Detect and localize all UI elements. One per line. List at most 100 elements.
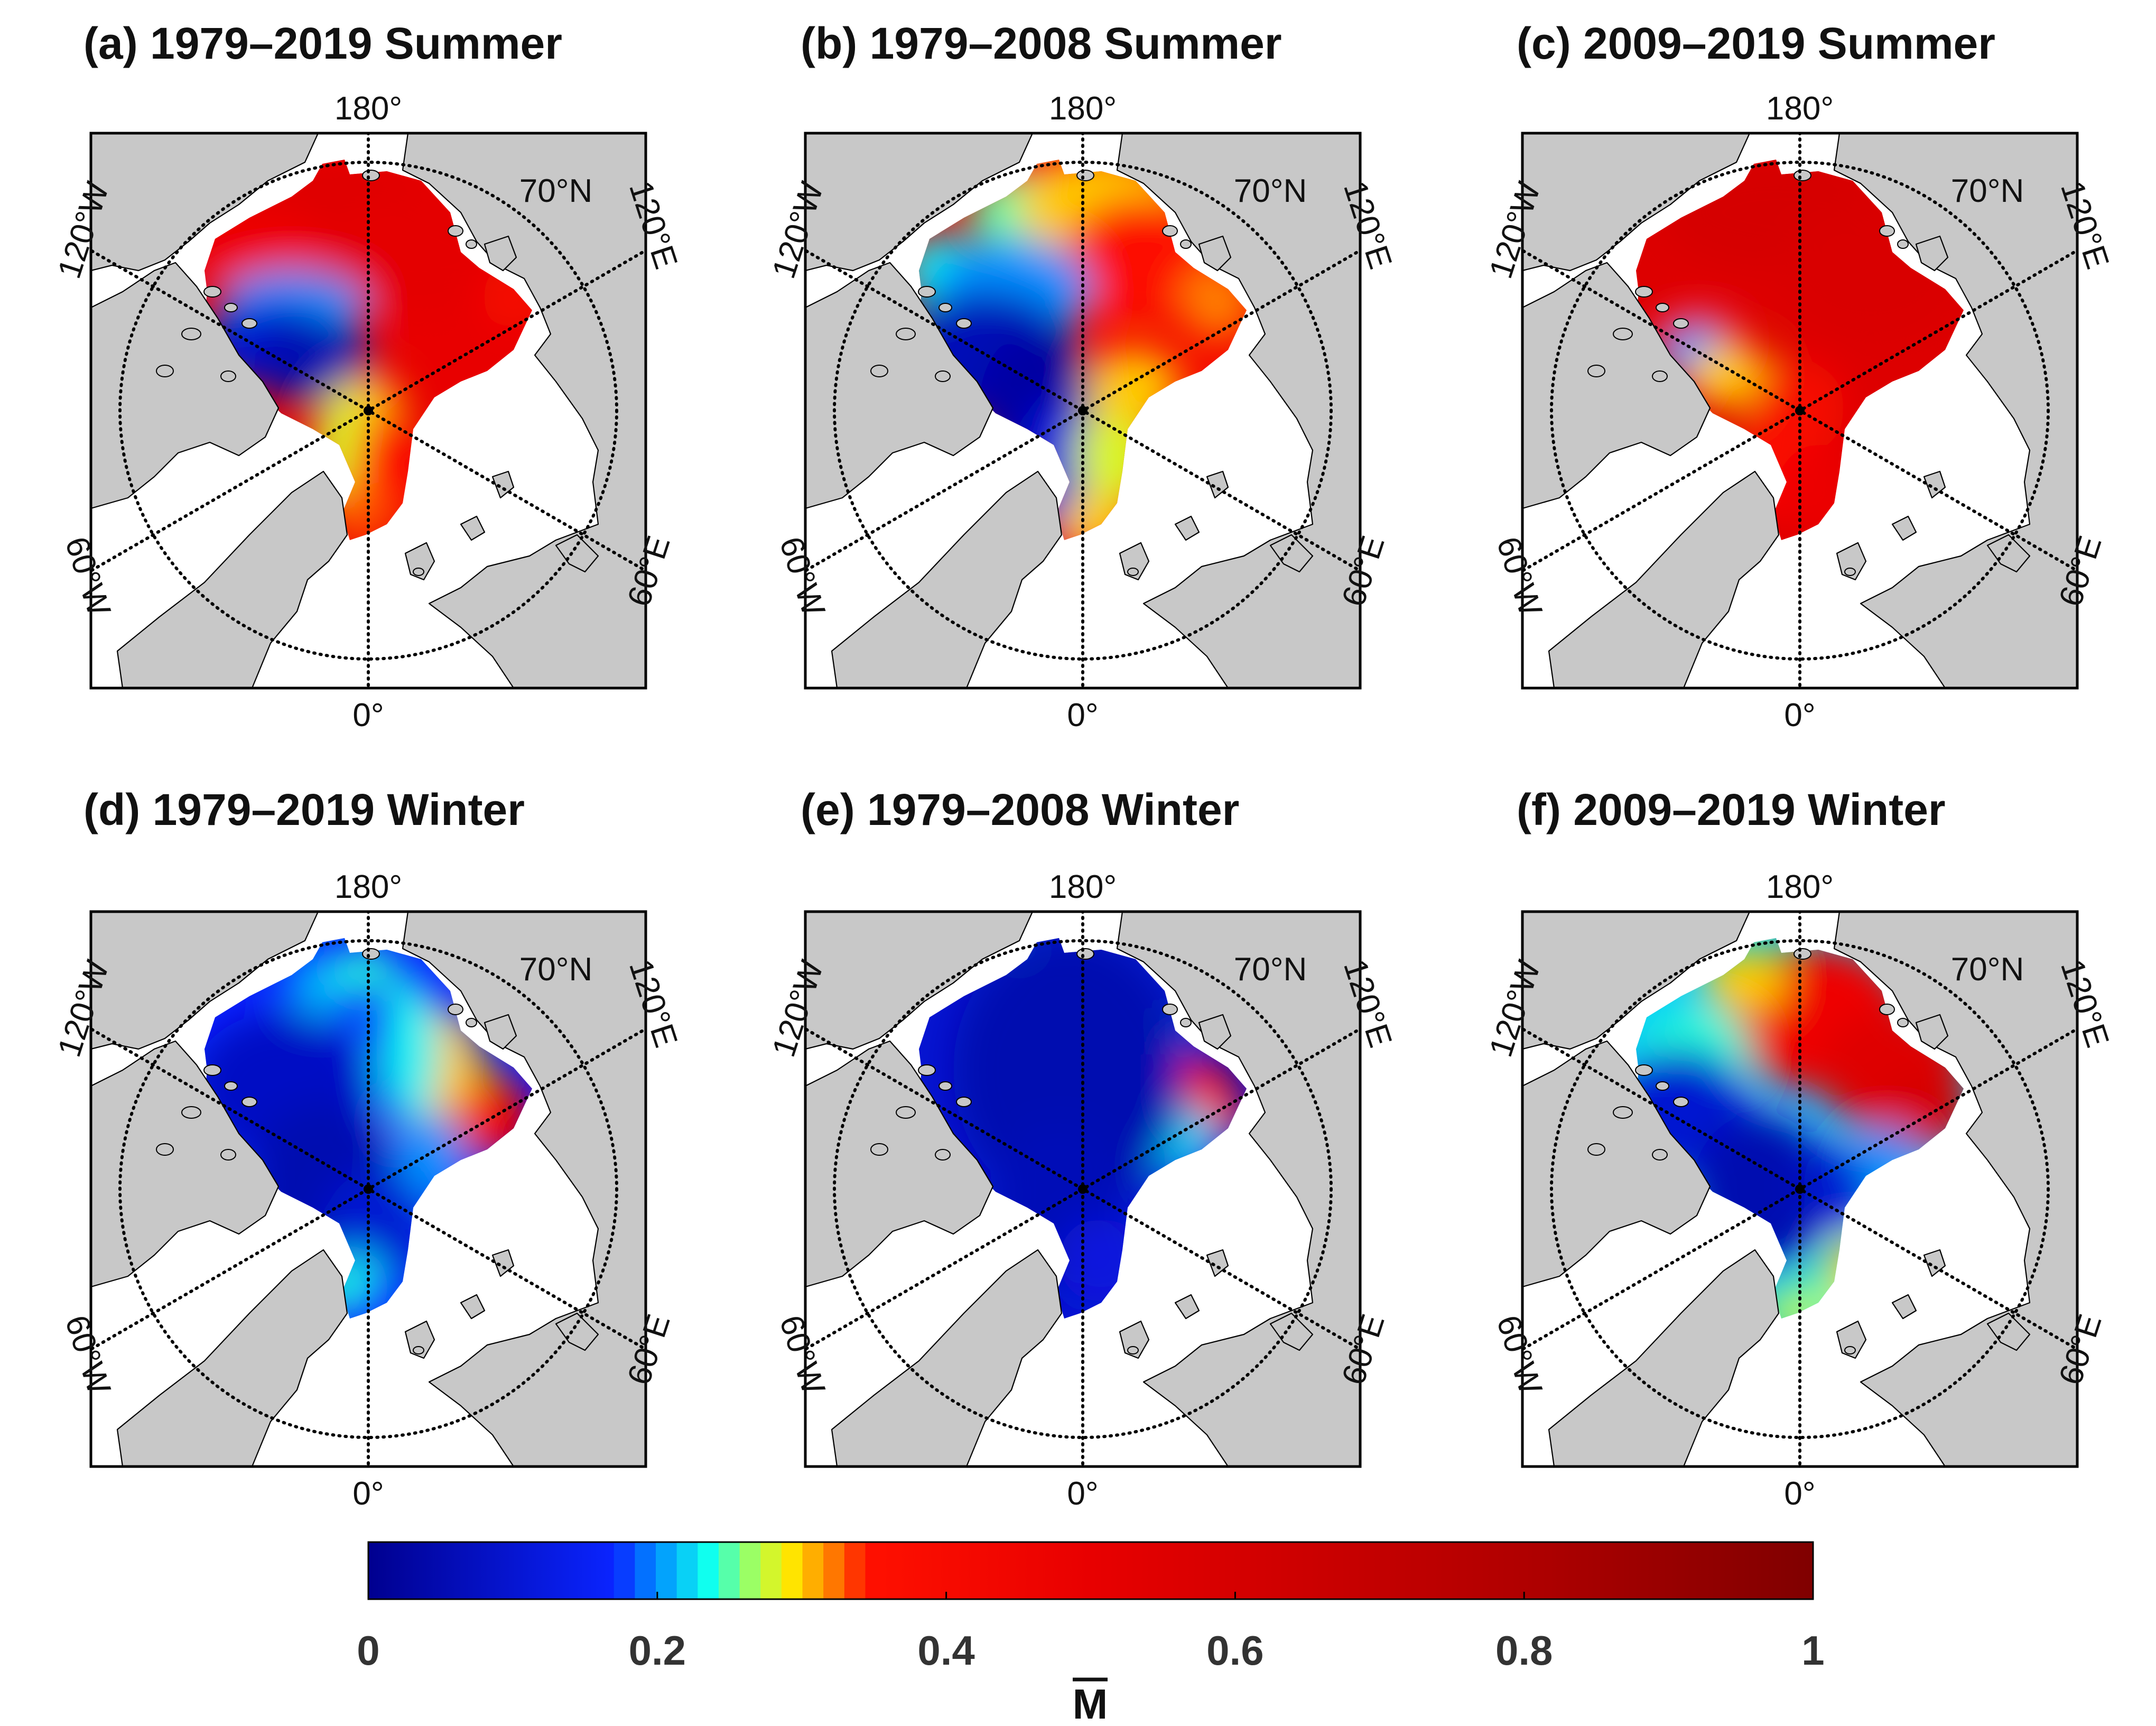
island: [1180, 1018, 1192, 1027]
landmass: [805, 133, 1034, 272]
island: [1635, 286, 1653, 298]
island: [918, 286, 936, 298]
island: [1587, 1143, 1605, 1156]
map-frame: [1521, 910, 2079, 1468]
landmass: [1891, 515, 1917, 541]
lat-circle-70n: [833, 161, 1333, 661]
colorbar-band: [635, 1542, 656, 1599]
island: [156, 365, 174, 377]
island: [1879, 225, 1895, 237]
label-0: 0°: [1067, 1476, 1098, 1512]
island: [241, 318, 257, 329]
island: [203, 1064, 221, 1076]
island: [1162, 1004, 1178, 1015]
colorbar-tick-label: 1: [1801, 1627, 1824, 1674]
label-180: 180°: [1766, 869, 1834, 905]
north-pole-dot: [364, 406, 373, 415]
island: [203, 286, 221, 298]
island: [220, 1149, 236, 1161]
map-frame: [804, 910, 1362, 1468]
colorbar-band: [656, 1542, 677, 1599]
island: [181, 328, 201, 340]
island: [896, 1106, 916, 1119]
island: [362, 948, 380, 960]
landmass: [1522, 912, 1751, 1050]
island: [896, 328, 916, 340]
landmass: [1915, 235, 1949, 272]
landmass: [831, 1249, 1063, 1467]
landmass: [1119, 542, 1150, 581]
label-70n: 70°N: [519, 173, 593, 209]
label-0: 0°: [1784, 697, 1815, 734]
island: [1897, 1018, 1909, 1027]
island: [1127, 1346, 1139, 1354]
landmass: [1198, 235, 1232, 272]
landmass: [91, 133, 319, 272]
colorbar-label: M: [1073, 1681, 1108, 1726]
landmass: [1174, 515, 1200, 541]
landmass: [1522, 262, 1711, 509]
label-70n: 70°N: [1951, 951, 2024, 988]
island: [1162, 225, 1178, 237]
landmass: [1119, 1320, 1150, 1359]
colorbar-band: [781, 1542, 803, 1599]
island: [1793, 170, 1811, 181]
field-blob: [376, 975, 440, 1123]
landmass: [404, 542, 435, 581]
island: [413, 1346, 424, 1354]
landmass: [1548, 1249, 1780, 1467]
island: [413, 568, 424, 576]
north-pole-dot: [1078, 406, 1088, 415]
label-70n: 70°N: [1234, 173, 1307, 209]
landmass: [1198, 1014, 1232, 1050]
colorbar-band: [676, 1542, 698, 1599]
label-70n: 70°N: [519, 951, 593, 988]
label-0: 0°: [352, 1476, 384, 1512]
north-pole-dot: [1078, 1184, 1088, 1194]
landmass: [460, 1294, 486, 1320]
island: [1652, 1149, 1668, 1161]
island: [1844, 1346, 1856, 1354]
label-0: 0°: [1784, 1476, 1815, 1512]
island: [241, 1097, 257, 1107]
label-70n: 70°N: [1951, 173, 2024, 209]
colorbar-tick-label: 0.8: [1495, 1627, 1553, 1674]
colorbar-tick-label: 0.6: [1206, 1627, 1263, 1674]
panel-b-title: (b) 1979–2008 Summer: [801, 18, 1282, 68]
label-180: 180°: [1049, 869, 1117, 905]
island: [181, 1106, 201, 1119]
landmass: [484, 1014, 517, 1050]
colorbar: 0 0.2 0.4 0.6 0.8 1 M: [357, 1541, 1825, 1726]
island: [1897, 239, 1909, 249]
landmass: [1522, 133, 1751, 272]
colorbar-band: [844, 1542, 866, 1599]
island: [1127, 568, 1139, 576]
island: [466, 1018, 477, 1027]
island: [1656, 303, 1669, 312]
label-0: 0°: [352, 697, 384, 734]
island: [870, 365, 888, 377]
field-blob: [1686, 345, 1771, 408]
landmass: [1891, 1294, 1917, 1320]
island: [1673, 1097, 1689, 1107]
island: [938, 1081, 952, 1091]
land: [1522, 133, 2077, 688]
lat-circle-70n: [1550, 939, 2050, 1439]
panel-e-title: (e) 1979–2008 Winter: [801, 785, 1240, 834]
island: [956, 318, 972, 329]
landmass: [91, 1040, 280, 1288]
colorbar-band: [739, 1542, 761, 1599]
land: [805, 912, 1360, 1467]
island: [1076, 170, 1094, 181]
colorbar-band: [760, 1542, 782, 1599]
panel-c-title: (c) 2009–2019 Summer: [1517, 18, 1995, 68]
island: [1587, 365, 1605, 377]
panel-d-title: (d) 1979–2019 Winter: [83, 785, 525, 834]
landmass: [116, 1249, 348, 1467]
lat-circle-70n: [118, 939, 618, 1439]
panel-a-title: (a) 1979–2019 Summer: [83, 18, 562, 68]
